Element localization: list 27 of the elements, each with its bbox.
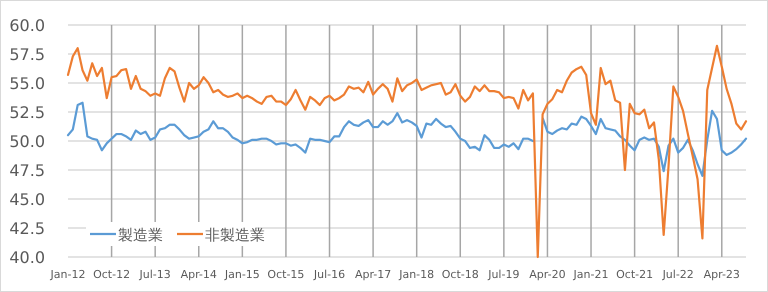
y-tick-label: 45.0 — [9, 190, 45, 209]
x-tick-label: Oct-21 — [616, 268, 654, 281]
y-tick-label: 50.0 — [9, 132, 45, 151]
legend-label: 製造業 — [118, 226, 163, 244]
legend-label: 非製造業 — [205, 226, 265, 244]
x-tick-label: Jul-19 — [487, 268, 520, 281]
x-tick-label: Apr-17 — [354, 268, 392, 281]
y-tick-label: 47.5 — [9, 161, 45, 180]
y-tick-label: 60.0 — [9, 16, 45, 35]
x-tick-label: Oct-12 — [93, 268, 130, 281]
x-tick-label: Jan-15 — [224, 268, 260, 281]
y-tick-label: 52.5 — [9, 103, 45, 122]
x-tick-label: Jan-12 — [50, 268, 86, 281]
y-tick-label: 55.0 — [9, 74, 45, 93]
x-tick-label: Apr-23 — [704, 268, 740, 281]
x-tick-label: Oct-15 — [267, 268, 304, 281]
x-tick-label: Jan-18 — [398, 268, 434, 281]
x-tick-label: Jul-22 — [662, 268, 694, 281]
x-tick-label: Jul-13 — [138, 268, 171, 281]
y-tick-label: 40.0 — [9, 248, 45, 267]
x-tick-label: Jan-21 — [572, 268, 608, 281]
x-tick-label: Jul-16 — [312, 268, 346, 281]
y-tick-label: 42.5 — [9, 219, 45, 238]
x-tick-label: Apr-20 — [529, 268, 566, 281]
x-tick-label: Apr-14 — [180, 268, 217, 281]
x-tick-label: Oct-18 — [442, 268, 479, 281]
y-tick-label: 57.5 — [9, 45, 45, 64]
